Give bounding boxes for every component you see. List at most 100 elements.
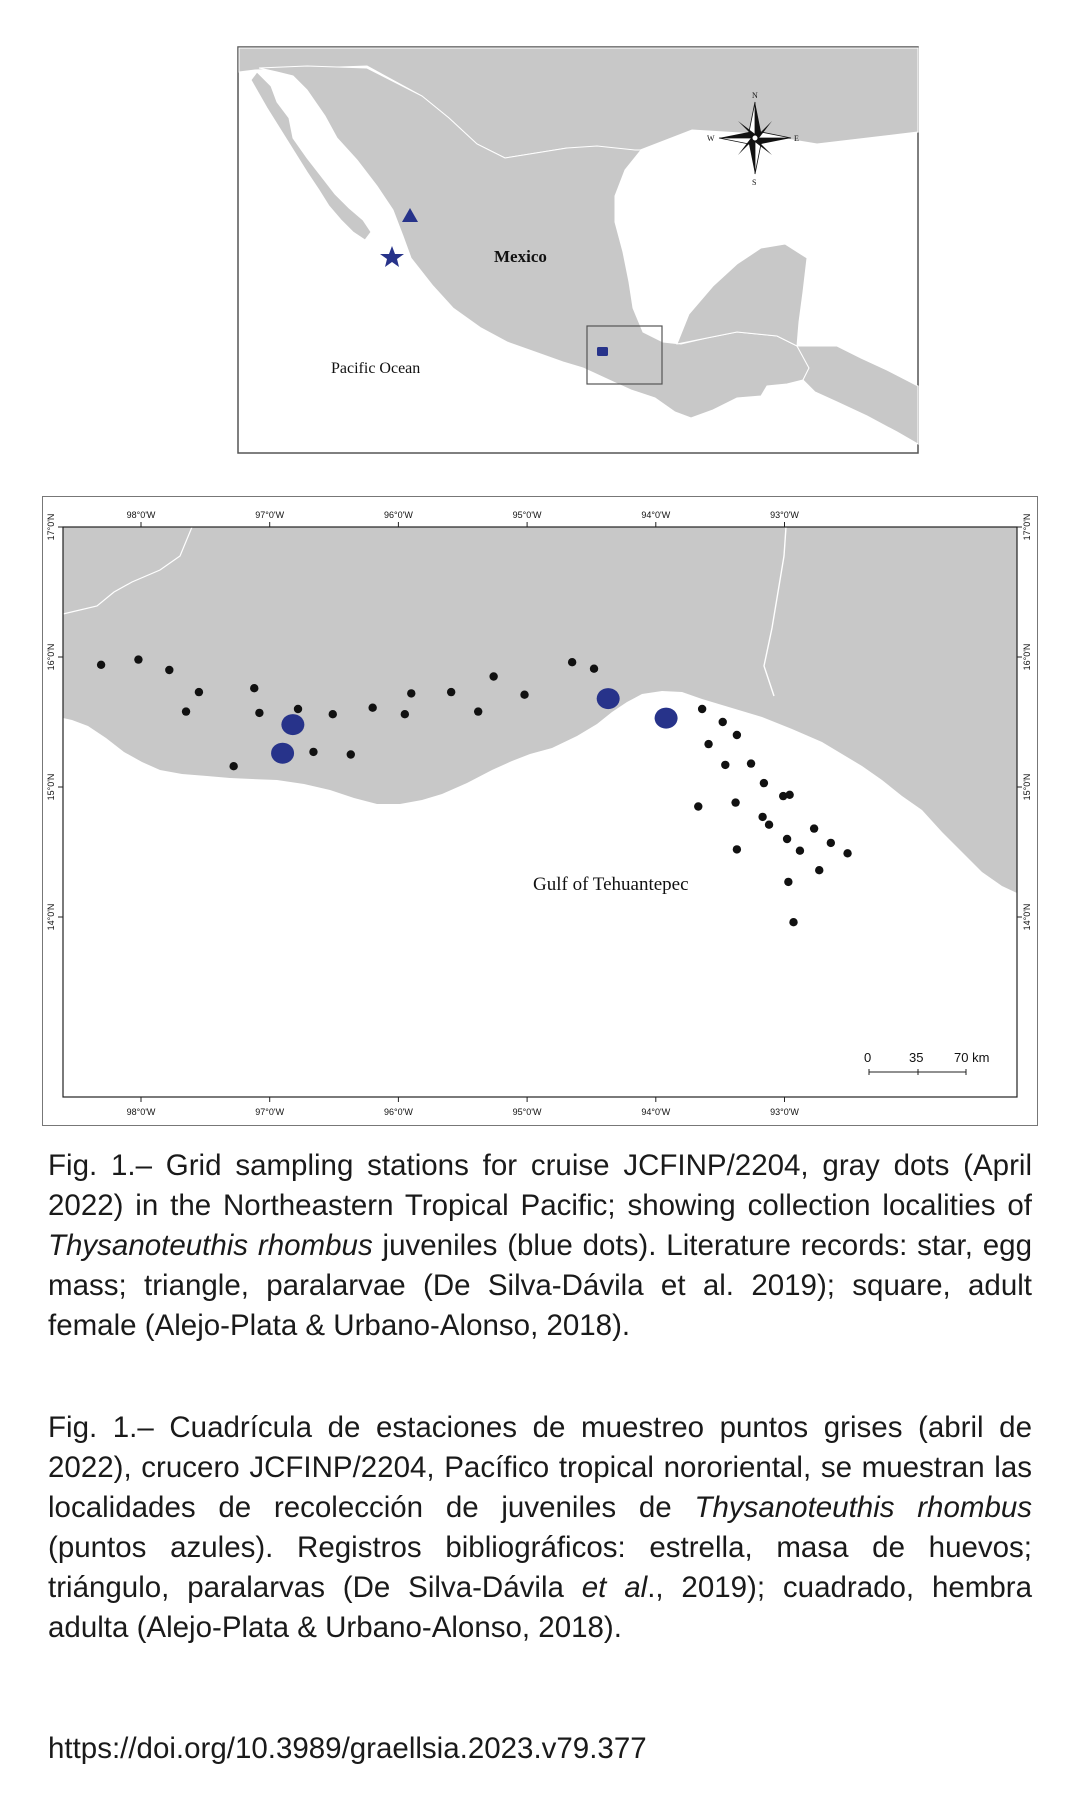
caption-es-species: Thysanoteuthis rhombus — [694, 1491, 1033, 1524]
scale-label-35: 35 — [909, 1050, 923, 1065]
lon-tick-label-top: 95°0'W — [513, 510, 542, 520]
lon-tick-label-top: 94°0'W — [641, 510, 670, 520]
graticule-ticks: 98°0'W 98°0'W 97°0'W 97°0'W 96°0'W 96°0'W 95°0… — [46, 510, 1032, 1117]
station-dot — [782, 834, 792, 844]
caption-es-etal: et al — [581, 1571, 648, 1604]
station-dot — [309, 747, 318, 757]
station-dot — [293, 704, 303, 714]
inset-study-area-box — [586, 325, 663, 385]
caption-en-species: Thysanoteuthis rhombus — [48, 1229, 373, 1262]
lon-tick-label-bottom: 95°0'W — [513, 1107, 542, 1117]
station-dot — [789, 918, 798, 927]
station-dot — [346, 750, 355, 759]
juvenile-site-dot — [596, 688, 620, 710]
station-dot — [446, 687, 456, 697]
inset-map-mexico: Mexico Pacific Ocean N S E W — [237, 46, 919, 454]
caption-es-part3: ., 2019); cuadrado, hembra adulta (Alejo… — [48, 1571, 1033, 1644]
station-dot — [181, 707, 191, 716]
figure-caption-english: Fig. 1.– Grid sampling stations for crui… — [48, 1146, 1032, 1346]
station-dot — [134, 655, 143, 664]
lat-tick-label-left: 17°0'N — [46, 514, 56, 541]
station-dot — [473, 707, 483, 716]
state-border-line-west — [62, 526, 193, 615]
station-dot — [784, 877, 793, 887]
compass-w: W — [707, 134, 715, 143]
lon-tick-label-top: 97°0'W — [255, 510, 284, 520]
juvenile-site-dot — [281, 714, 305, 736]
station-dot — [697, 704, 707, 714]
station-dot — [721, 760, 730, 770]
station-dot — [746, 759, 756, 768]
lon-tick-label-bottom: 97°0'W — [255, 1107, 284, 1117]
station-dot — [826, 838, 836, 848]
main-map-inner-frame — [62, 526, 1018, 1098]
caption-en-part1: Fig. 1.– Grid sampling stations for crui… — [48, 1149, 1032, 1222]
gulf-label: Gulf of Tehuantepec — [533, 874, 689, 895]
station-dot — [96, 660, 106, 669]
scale-label-70km: 70 km — [954, 1050, 989, 1065]
main-map-gulf-of-tehuantepec: 98°0'W 98°0'W 97°0'W 97°0'W 96°0'W 96°0'W 95°0… — [42, 496, 1038, 1126]
sampling-stations — [96, 655, 852, 927]
station-dot — [229, 762, 238, 771]
station-dot — [165, 665, 174, 675]
lat-tick-label-right: 14°0'N — [1022, 904, 1032, 931]
paralarvae-triangle-marker — [402, 208, 418, 222]
station-dot — [520, 690, 529, 699]
station-dot — [255, 708, 264, 718]
doi-link[interactable]: https://doi.org/10.3989/graellsia.2023.v… — [48, 1732, 647, 1765]
lon-tick-label-bottom: 93°0'W — [770, 1107, 799, 1117]
station-dot — [815, 866, 824, 875]
lon-tick-label-top: 96°0'W — [384, 510, 413, 520]
station-dot — [732, 845, 742, 854]
station-dot — [731, 798, 740, 807]
inset-country-label: Mexico — [494, 247, 547, 266]
station-dot — [694, 802, 703, 811]
main-map-land — [63, 527, 1017, 893]
juvenile-site-dot — [271, 742, 295, 764]
station-dot — [843, 849, 852, 858]
station-dot — [400, 710, 410, 719]
station-dot — [589, 664, 599, 673]
station-dot — [704, 739, 713, 749]
figure-caption-spanish: Fig. 1.– Cuadrícula de estaciones de mue… — [48, 1408, 1032, 1648]
juvenile-sites — [271, 688, 678, 764]
inset-baja-california — [250, 71, 372, 241]
lat-tick-label-right: 16°0'N — [1022, 644, 1032, 671]
lon-tick-label-bottom: 98°0'W — [127, 1107, 156, 1117]
station-dot — [368, 703, 377, 712]
compass-s: S — [752, 178, 756, 187]
station-dot — [489, 672, 498, 681]
lat-tick-label-left: 16°0'N — [46, 644, 56, 671]
station-dot — [785, 790, 794, 799]
inset-central-america — [796, 345, 919, 445]
lat-tick-label-right: 15°0'N — [1022, 774, 1032, 801]
station-dot — [328, 710, 337, 719]
station-dot — [194, 687, 204, 697]
juvenile-site-dot — [654, 707, 678, 729]
egg-mass-star-marker — [380, 246, 404, 267]
inset-ocean-label: Pacific Ocean — [331, 360, 420, 377]
station-dot — [764, 820, 774, 829]
scale-bar: 0 35 70 km — [864, 1050, 989, 1075]
caption-en-part2: juveniles (blue dots). Literature record… — [48, 1229, 1032, 1342]
compass-rose-icon: N S E W — [707, 91, 799, 187]
lon-tick-label-bottom: 96°0'W — [384, 1107, 413, 1117]
station-dot — [407, 689, 416, 698]
station-dot — [718, 717, 727, 727]
caption-es-part1: Fig. 1.– Cuadrícula de estaciones de mue… — [48, 1411, 1032, 1524]
lat-tick-label-left: 15°0'N — [46, 774, 56, 801]
station-dot — [732, 730, 742, 740]
lat-tick-label-right: 17°0'N — [1022, 514, 1032, 541]
lon-tick-label-top: 93°0'W — [770, 510, 799, 520]
compass-n: N — [752, 91, 758, 100]
station-dot — [779, 791, 788, 801]
station-dot — [250, 684, 259, 693]
station-dot — [809, 824, 819, 833]
inset-yucatan — [676, 243, 808, 347]
station-dot — [758, 812, 767, 822]
lon-tick-label-top: 98°0'W — [127, 510, 156, 520]
caption-es-part2: (puntos azules). Registros bibliográfico… — [48, 1531, 1032, 1604]
compass-e: E — [794, 134, 799, 143]
station-dot — [795, 846, 805, 855]
station-dot — [567, 658, 577, 667]
